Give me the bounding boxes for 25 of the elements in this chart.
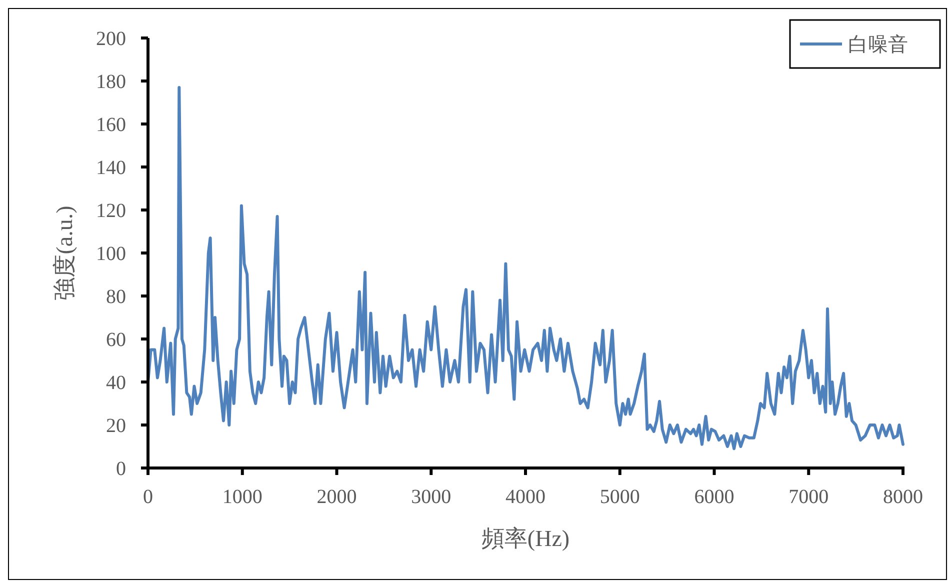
- x-tick-label: 1000: [222, 486, 262, 508]
- y-tick-label: 100: [96, 243, 126, 265]
- y-tick-label: 60: [106, 329, 126, 351]
- y-tick-label: 120: [96, 200, 126, 222]
- y-axis-title: 強度(a.u.): [52, 206, 77, 300]
- y-tick-label: 200: [96, 28, 126, 50]
- x-tick-label: 6000: [694, 486, 734, 508]
- y-tick-label: 80: [106, 286, 126, 308]
- legend: 白噪音: [789, 19, 941, 69]
- y-tick-label: 140: [96, 157, 126, 179]
- y-tick-label: 40: [106, 372, 126, 394]
- y-tick-label: 20: [106, 415, 126, 437]
- x-tick-label: 4000: [506, 486, 546, 508]
- line-series: [146, 86, 904, 450]
- x-tick-label: 8000: [883, 486, 923, 508]
- x-tick-label: 0: [143, 486, 153, 508]
- x-tick-label: 7000: [788, 486, 829, 508]
- y-tick-label: 0: [116, 458, 126, 480]
- x-tick-label: 3000: [411, 486, 452, 508]
- x-tick-label: 5000: [600, 486, 640, 508]
- y-tick-label: 180: [96, 71, 126, 93]
- x-axis-title: 頻率(Hz): [481, 526, 570, 551]
- x-tick-label: 2000: [316, 486, 357, 508]
- legend-label: 白噪音: [848, 34, 908, 56]
- y-tick-label: 160: [96, 114, 126, 136]
